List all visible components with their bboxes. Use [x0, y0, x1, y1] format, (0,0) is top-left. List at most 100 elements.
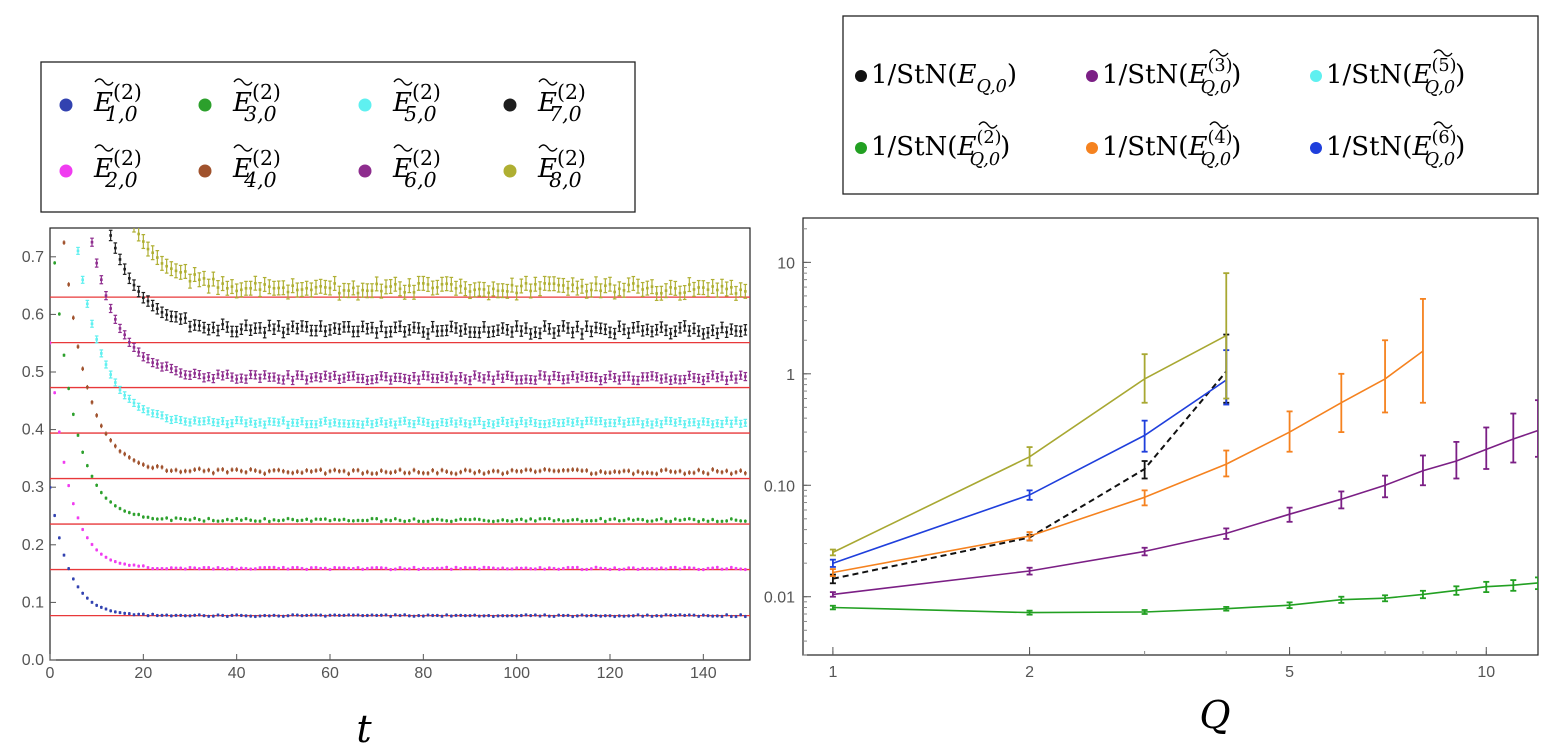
data-point — [716, 566, 719, 569]
data-point — [230, 468, 234, 472]
data-point — [725, 379, 728, 382]
data-point — [268, 614, 271, 618]
series-3 — [829, 399, 1538, 598]
data-point — [557, 518, 560, 522]
data-point — [618, 419, 621, 423]
data-point — [646, 375, 649, 379]
data-point — [501, 376, 504, 380]
data-point — [445, 470, 448, 473]
data-point — [622, 328, 626, 331]
data-point — [520, 567, 523, 570]
data-point — [720, 374, 724, 378]
data-point — [669, 379, 672, 382]
data-point — [529, 567, 532, 571]
data-point — [692, 518, 696, 521]
data-point — [193, 613, 196, 617]
data-point — [137, 461, 140, 465]
data-point — [571, 518, 574, 522]
data-point — [604, 567, 607, 570]
data-point — [487, 566, 490, 569]
data-point — [184, 373, 187, 377]
data-point — [702, 332, 705, 336]
data-point — [165, 313, 168, 317]
data-point — [622, 289, 626, 292]
data-point — [473, 517, 476, 521]
data-point — [230, 421, 234, 425]
data-point — [478, 331, 481, 334]
data-point — [557, 421, 560, 425]
data-point — [599, 419, 602, 423]
data-point — [291, 421, 294, 424]
data-point — [230, 519, 234, 522]
data-point — [244, 614, 248, 618]
data-point — [170, 315, 173, 318]
data-point — [744, 615, 747, 618]
data-point — [62, 460, 66, 464]
data-point — [426, 421, 430, 425]
data-point — [128, 276, 131, 280]
data-point — [328, 286, 332, 290]
data-point — [109, 307, 112, 310]
data-point — [734, 292, 738, 295]
data-point — [720, 422, 724, 426]
legend-label: 1/StN(E(3) Q,0) — [1102, 56, 1241, 98]
data-point — [492, 566, 495, 570]
data-point — [739, 373, 742, 377]
data-point — [599, 566, 602, 570]
data-point — [394, 376, 397, 379]
data-point — [174, 417, 178, 421]
data-point — [202, 277, 206, 280]
data-point — [282, 378, 285, 382]
legend-superscript: (2) — [412, 146, 441, 170]
data-point — [655, 614, 658, 618]
x-tick-label: 0 — [46, 665, 55, 682]
data-point — [272, 286, 276, 290]
data-point — [744, 568, 747, 571]
data-point — [674, 566, 677, 569]
data-point — [576, 420, 579, 423]
data-point — [361, 567, 364, 571]
data-point — [188, 374, 192, 377]
data-point — [487, 291, 490, 295]
legend-label: E(2) 4,0 — [232, 146, 281, 192]
data-point — [496, 421, 500, 425]
data-point — [580, 332, 584, 336]
data-point — [375, 517, 378, 521]
data-point — [426, 471, 430, 475]
data-point — [300, 614, 304, 617]
data-point — [664, 289, 668, 292]
data-point — [361, 614, 364, 617]
legend-item-7: E(2) 7,0 — [503, 78, 586, 126]
data-point — [310, 422, 313, 426]
data-point — [132, 401, 136, 405]
data-point — [184, 316, 187, 320]
data-point — [230, 566, 234, 569]
data-point — [198, 373, 201, 376]
data-point — [440, 375, 444, 378]
data-point — [198, 324, 201, 327]
data-point — [510, 567, 514, 571]
data-point — [548, 517, 551, 521]
data-point — [300, 419, 304, 423]
data-point — [291, 471, 294, 475]
data-point — [375, 282, 378, 286]
data-point — [291, 325, 294, 328]
data-point — [258, 614, 262, 618]
data-point — [403, 419, 406, 423]
series-line — [832, 350, 1424, 574]
data-point — [562, 324, 565, 328]
data-point — [384, 613, 388, 617]
data-point — [268, 520, 271, 523]
data-point — [473, 566, 476, 569]
data-point — [604, 422, 607, 425]
data-point — [501, 289, 504, 292]
data-point — [193, 372, 196, 375]
data-point — [720, 567, 724, 571]
legend-superscript: (2) — [252, 146, 281, 170]
data-point — [356, 291, 360, 295]
data-point — [146, 247, 150, 251]
data-point — [258, 519, 262, 523]
data-point — [324, 373, 327, 377]
legend-symbol: E — [1187, 132, 1207, 162]
